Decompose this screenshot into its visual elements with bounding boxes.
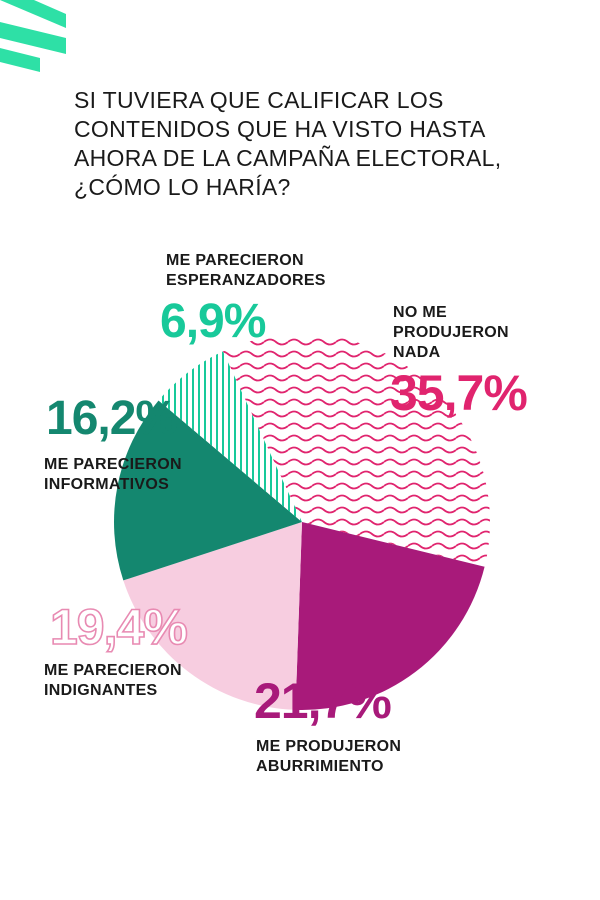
- brand-logo-stripe-1: [0, 0, 66, 28]
- slice-label-me-produjeron-aburrimiento: ME PRODUJERON ABURRIMIENTO: [256, 737, 401, 777]
- slice-label-line: ESPERANZADORES: [166, 272, 326, 289]
- pie-slice-me-parecieron-indignantes: [123, 522, 302, 710]
- brand-logo-icon: [0, 0, 66, 72]
- slice-label-line: ABURRIMIENTO: [256, 758, 384, 775]
- slice-label-line: NO ME: [393, 304, 447, 321]
- slice-label-line: ME PRODUJERON: [256, 738, 402, 755]
- slice-label-no-me-produjeron-nada: NO ME PRODUJERON NADA: [393, 303, 509, 363]
- pie-slice-me-parecieron-esperanzadores: [158, 351, 302, 522]
- pie-slice-me-produjeron-aburrimiento: [295, 522, 485, 711]
- chart-title-line: ¿CÓMO LO HARÍA?: [74, 174, 291, 200]
- slice-value-me-parecieron-esperanzadores: 6,9%: [160, 295, 266, 348]
- slice-value-me-parecieron-indignantes: 19,4%: [49, 599, 188, 655]
- slice-label-me-parecieron-esperanzadores: ME PARECIERON ESPERANZADORES: [166, 251, 326, 291]
- pie-slices: [114, 334, 491, 711]
- slice-value-me-parecieron-informativos: 16,2%: [46, 392, 178, 445]
- slice-label-line: ME PARECIERON: [44, 456, 182, 473]
- chart-title-line: AHORA DE LA CAMPAÑA ELECTORAL,: [74, 145, 502, 171]
- slice-label-line: ME PARECIERON: [44, 662, 182, 679]
- slice-label-me-parecieron-informativos: ME PARECIERON INFORMATIVOS: [44, 455, 182, 495]
- chart-title: SI TUVIERA QUE CALIFICAR LOS CONTENIDOS …: [74, 86, 574, 202]
- chart-title-line: CONTENIDOS QUE HA VISTO HASTA: [74, 116, 486, 142]
- slice-label-line: INDIGNANTES: [44, 682, 158, 699]
- slice-value-me-produjeron-aburrimiento: 21,7%: [254, 673, 392, 729]
- slice-value-no-me-produjeron-nada: 35,7%: [390, 365, 528, 421]
- slice-label-me-parecieron-indignantes: ME PARECIERON INDIGNANTES: [44, 661, 182, 701]
- pie-slice-no-me-produjeron-nada: [222, 334, 491, 567]
- pie-slice-me-parecieron-informativos: [114, 400, 302, 581]
- brand-logo-stripe-2: [0, 22, 66, 54]
- slice-label-line: INFORMATIVOS: [44, 476, 170, 493]
- brand-logo-stripe-3: [0, 48, 40, 72]
- slice-label-line: ME PARECIERON: [166, 252, 304, 269]
- slice-label-line: PRODUJERON: [393, 324, 509, 341]
- chart-title-line: SI TUVIERA QUE CALIFICAR LOS: [74, 87, 444, 113]
- slice-label-line: NADA: [393, 344, 441, 361]
